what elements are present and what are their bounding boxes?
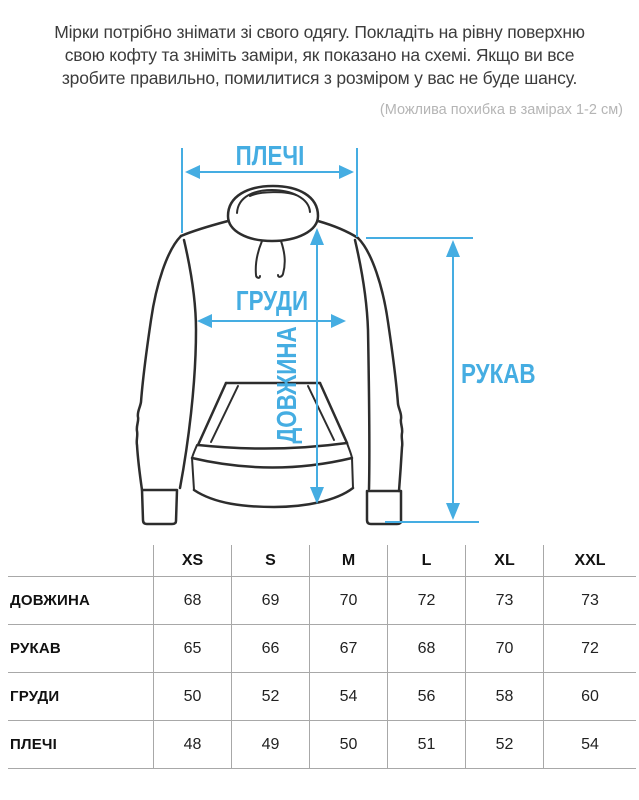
- size-table-body: ДОВЖИНА 68 69 70 72 73 73 РУКАВ 65 66 67 68 70 72 ГРУД…: [8, 576, 636, 769]
- intro-text: Мірки потрібно знімати зі свого одягу. П…: [30, 21, 609, 90]
- size-column-header: XS: [153, 545, 232, 577]
- measurement-value: 72: [543, 624, 636, 673]
- length-dimension: ДОВЖИНА: [272, 228, 324, 504]
- hoodie-pocket-bottom: [196, 441, 349, 450]
- measurement-value: 69: [231, 576, 310, 625]
- shoulders-arrowhead-left: [185, 165, 200, 179]
- hoodie-cuff-right: [365, 489, 403, 526]
- measurement-row: РУКАВ 65 66 67 68 70 72: [8, 624, 636, 673]
- measurement-value: 72: [387, 576, 466, 625]
- size-table-corner-cell: [8, 545, 154, 577]
- chest-dimension: ГРУДИ: [197, 286, 346, 328]
- measurement-value: 66: [231, 624, 310, 673]
- measurement-value: 68: [387, 624, 466, 673]
- hoodie-body-left: [191, 444, 198, 459]
- hoodie-sleeve-left-inner: [178, 238, 198, 490]
- hoodie-outline: [135, 184, 404, 526]
- hoodie-cuff-left: [140, 488, 179, 526]
- measurement-value: 70: [465, 624, 544, 673]
- length-arrowhead-up: [310, 228, 324, 245]
- measurement-value: 60: [543, 672, 636, 721]
- intro-line-1: Мірки потрібно знімати зі свого одягу. П…: [54, 22, 585, 42]
- sleeve-arrowhead-down: [446, 503, 460, 520]
- intro-line-2: свою кофту та зніміть заміри, як показан…: [64, 45, 575, 65]
- chest-arrowhead-right: [331, 314, 346, 328]
- measurement-value: 54: [543, 720, 636, 769]
- shoulders-arrowhead-right: [339, 165, 354, 179]
- sleeve-arrowhead-up: [446, 240, 460, 257]
- hoodie-pocket-side-left: [196, 381, 228, 447]
- chest-arrowhead-left: [197, 314, 212, 328]
- length-arrowhead-down: [310, 487, 324, 504]
- measurement-value: 50: [309, 720, 388, 769]
- measurement-row: ДОВЖИНА 68 69 70 72 73 73: [8, 576, 636, 625]
- measurement-value: 51: [387, 720, 466, 769]
- chest-label: ГРУДИ: [236, 286, 308, 317]
- shoulders-label: ПЛЕЧІ: [236, 141, 305, 172]
- measurement-value: 70: [309, 576, 388, 625]
- measurement-value: 56: [387, 672, 466, 721]
- sleeve-label: РУКАВ: [461, 359, 536, 390]
- hoodie-waistband-bottom: [192, 486, 355, 509]
- size-column-header: XXL: [543, 545, 636, 577]
- hoodie-waistband-edge-left: [191, 457, 195, 491]
- hoodie-sleeve-left-outer: [135, 234, 183, 492]
- hoodie-collar: [226, 184, 320, 243]
- measurement-label: ДОВЖИНА: [10, 592, 91, 609]
- measurement-value: 50: [153, 672, 232, 721]
- measurement-value: 48: [153, 720, 232, 769]
- measurement-label: ПЛЕЧІ: [10, 736, 58, 753]
- measurement-value: 52: [231, 672, 310, 721]
- measurement-value: 73: [465, 576, 544, 625]
- hoodie-body-right: [346, 442, 353, 459]
- measurement-value: 58: [465, 672, 544, 721]
- size-column-header: XL: [465, 545, 544, 577]
- hoodie-drawstring-left: [254, 240, 263, 279]
- size-table-head: XS S M L XL XXL: [8, 545, 636, 577]
- size-column-header: S: [231, 545, 310, 577]
- measurement-value: 68: [153, 576, 232, 625]
- hoodie-pocket-opening-left: [210, 385, 239, 443]
- hoodie-hood-seam: [249, 191, 297, 197]
- measurement-value: 67: [309, 624, 388, 673]
- measurement-value: 65: [153, 624, 232, 673]
- measurement-label: РУКАВ: [10, 640, 61, 657]
- hoodie-measurement-diagram: ПЛЕЧІ ГРУДИ ДОВЖИНА: [135, 141, 536, 526]
- shoulders-dimension: ПЛЕЧІ: [181, 141, 358, 237]
- measurement-row: ГРУДИ 50 52 54 56 58 60: [8, 672, 636, 721]
- measurement-value: 49: [231, 720, 310, 769]
- hoodie-drawstring-right: [277, 240, 286, 278]
- hoodie-sleeve-right-inner: [353, 238, 371, 491]
- hoodie-sleeve-right-outer: [356, 236, 404, 493]
- hoodie-shoulder-right: [316, 219, 360, 240]
- hoodie-pocket-side-right: [318, 381, 349, 445]
- hoodie-shoulder-left: [179, 219, 230, 238]
- size-table: XS S M L XL XXL ДОВЖИНА 68 69 70 72 73 73 РУКАВ 65 66 6…: [8, 545, 636, 769]
- tolerance-note: (Можлива похибка в замірах 1-2 см): [379, 102, 623, 118]
- measurement-label: ГРУДИ: [10, 688, 60, 705]
- measurement-value: 73: [543, 576, 636, 625]
- length-label: ДОВЖИНА: [272, 326, 303, 443]
- size-table-header-row: XS S M L XL XXL: [8, 545, 636, 577]
- size-column-header: L: [387, 545, 466, 577]
- size-column-header: M: [309, 545, 388, 577]
- measurement-value: 52: [465, 720, 544, 769]
- sleeve-dimension: РУКАВ: [366, 237, 536, 523]
- hoodie-pocket-opening-right: [307, 385, 335, 441]
- intro-line-3: зробите правильно, помилитися з розміром…: [61, 68, 578, 88]
- hoodie-collar-inner: [236, 189, 311, 214]
- measurement-value: 54: [309, 672, 388, 721]
- hoodie-waistband-edge-right: [351, 457, 354, 489]
- hoodie-waistband-top: [190, 456, 354, 469]
- measurement-row: ПЛЕЧІ 48 49 50 51 52 54: [8, 720, 636, 769]
